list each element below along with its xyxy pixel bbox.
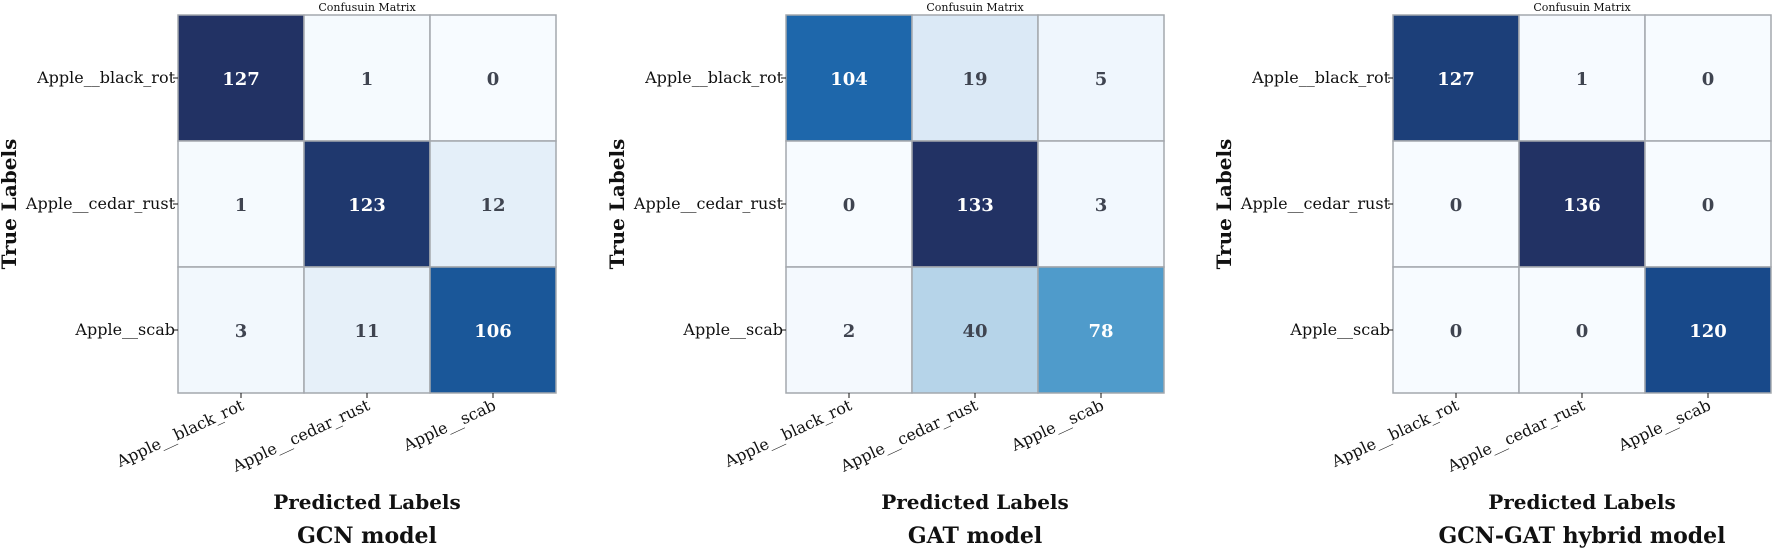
cell-value-label: 0 xyxy=(1702,195,1715,216)
y-tick-label: Apple__black_rot xyxy=(644,68,783,87)
cell-value-label: 3 xyxy=(235,321,248,342)
y-axis-label: True Labels xyxy=(0,139,21,270)
x-tick-label: Apple__scab xyxy=(1615,395,1714,455)
x-tick-label: Apple__cedar_rust xyxy=(229,395,374,476)
y-tick-label: Apple__cedar_rust xyxy=(633,194,784,213)
x-tick-label: Apple__black_rot xyxy=(113,395,247,471)
y-axis-label: True Labels xyxy=(605,139,629,270)
heatmap-cell xyxy=(1392,140,1520,268)
cell-value-label: 40 xyxy=(962,321,987,342)
chart-title: Confusuin Matrix xyxy=(926,1,1024,14)
heatmap-cell xyxy=(303,266,431,394)
cell-value-label: 120 xyxy=(1689,321,1727,342)
y-tick-label: Apple__scab xyxy=(1289,320,1390,339)
y-tick-label: Apple__cedar_rust xyxy=(1240,194,1391,213)
cell-value-label: 1 xyxy=(361,69,374,90)
cell-value-label: 104 xyxy=(830,69,868,90)
cell-value-label: 127 xyxy=(1437,69,1475,90)
cell-value-label: 0 xyxy=(1702,69,1715,90)
x-tick-label: Apple__cedar_rust xyxy=(837,395,982,476)
cell-value-label: 123 xyxy=(348,195,386,216)
heatmap-cell xyxy=(785,140,913,268)
heatmap-cell xyxy=(911,140,1039,268)
heatmap-cell xyxy=(1644,266,1772,394)
heatmap-cell xyxy=(429,140,557,268)
x-tick-label: Apple__scab xyxy=(1008,395,1107,455)
cell-value-label: 0 xyxy=(1450,321,1463,342)
chart-subtitle: GAT model xyxy=(908,523,1042,549)
cell-value-label: 1 xyxy=(235,195,248,216)
x-tick-label: Apple__cedar_rust xyxy=(1444,395,1589,476)
cell-value-label: 0 xyxy=(1576,321,1589,342)
cell-value-label: 11 xyxy=(354,321,379,342)
chart-title: Confusuin Matrix xyxy=(1533,1,1631,14)
y-tick-label: Apple__black_rot xyxy=(1251,68,1390,87)
x-tick-label: Apple__black_rot xyxy=(1328,395,1462,471)
heatmap-cell xyxy=(1644,140,1772,268)
y-tick-label: Apple__black_rot xyxy=(36,68,175,87)
cell-value-label: 19 xyxy=(962,69,987,90)
heatmap-cell xyxy=(1518,140,1646,268)
cell-value-label: 3 xyxy=(1095,195,1108,216)
heatmap-cell xyxy=(1518,14,1646,142)
x-axis-label: Predicted Labels xyxy=(273,490,461,514)
cell-value-label: 0 xyxy=(487,69,500,90)
heatmap-cell xyxy=(303,140,431,268)
heatmap-cell xyxy=(429,14,557,142)
cell-value-label: 106 xyxy=(474,321,512,342)
heatmap-cell xyxy=(177,140,305,268)
cell-value-label: 5 xyxy=(1095,69,1108,90)
chart-subtitle: GCN-GAT hybrid model xyxy=(1438,523,1725,549)
chart-title: Confusuin Matrix xyxy=(318,1,416,14)
y-axis-label: True Labels xyxy=(1212,139,1236,270)
heatmap-cell xyxy=(911,14,1039,142)
confusion-matrix-panel-3: Confusuin Matrix 127 1 0 0 136 0 0 0 120 Apple__bl… xyxy=(1212,1,1772,549)
cell-value-label: 127 xyxy=(222,69,260,90)
x-axis-label: Predicted Labels xyxy=(1488,490,1676,514)
heatmap-cell xyxy=(1037,14,1165,142)
heatmap-cell xyxy=(177,14,305,142)
heatmap-cell xyxy=(303,14,431,142)
cell-value-label: 12 xyxy=(480,195,505,216)
heatmap-cell xyxy=(1518,266,1646,394)
cell-value-label: 0 xyxy=(843,195,856,216)
cell-value-label: 1 xyxy=(1576,69,1589,90)
heatmap-cell xyxy=(785,14,913,142)
cell-value-label: 78 xyxy=(1088,321,1113,342)
x-tick-label: Apple__black_rot xyxy=(721,395,855,471)
cell-value-label: 0 xyxy=(1450,195,1463,216)
cell-value-label: 136 xyxy=(1563,195,1601,216)
y-tick-label: Apple__cedar_rust xyxy=(25,194,176,213)
y-tick-label: Apple__scab xyxy=(74,320,175,339)
cell-value-label: 133 xyxy=(956,195,994,216)
chart-subtitle: GCN model xyxy=(297,523,437,549)
x-tick-label: Apple__scab xyxy=(400,395,499,455)
cell-value-label: 2 xyxy=(843,321,856,342)
heatmap-cell xyxy=(1037,140,1165,268)
x-axis-label: Predicted Labels xyxy=(881,490,1069,514)
heatmap-cell xyxy=(1037,266,1165,394)
heatmap-cell xyxy=(911,266,1039,394)
confusion-matrix-panel-2: Confusuin Matrix 104 19 5 0 133 3 2 40 78 Apple__b… xyxy=(605,1,1165,549)
y-tick-label: Apple__scab xyxy=(682,320,783,339)
